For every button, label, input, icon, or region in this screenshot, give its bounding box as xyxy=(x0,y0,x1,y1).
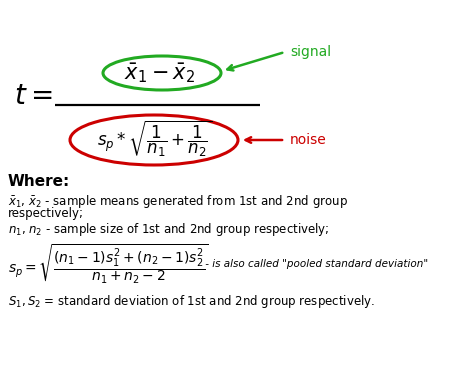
Text: - is also called "pooled standard deviation": - is also called "pooled standard deviat… xyxy=(202,259,428,269)
Text: signal: signal xyxy=(290,45,331,59)
Text: Where:: Where: xyxy=(8,174,70,189)
Text: $S_1, S_2$ = standard deviation of 1st and 2nd group respectively.: $S_1, S_2$ = standard deviation of 1st a… xyxy=(8,292,375,309)
Text: noise: noise xyxy=(290,133,327,147)
Text: $n_1$, $n_2$ - sample size of 1st and 2nd group respectively;: $n_1$, $n_2$ - sample size of 1st and 2n… xyxy=(8,221,329,237)
Text: $s_p = \sqrt{\dfrac{(n_1-1)s_1^2 + (n_2-1)s_2^2}{n_1+n_2-2}}$: $s_p = \sqrt{\dfrac{(n_1-1)s_1^2 + (n_2-… xyxy=(8,242,209,286)
Text: $s_p * \sqrt{\dfrac{1}{n_1} + \dfrac{1}{n_2}}$: $s_p * \sqrt{\dfrac{1}{n_1} + \dfrac{1}{… xyxy=(98,119,212,159)
Text: $t =$: $t =$ xyxy=(14,84,53,110)
Text: $\bar{x}_1$, $\bar{x}_2$ - sample means generated from 1st and 2nd group: $\bar{x}_1$, $\bar{x}_2$ - sample means … xyxy=(8,193,348,211)
Text: $\bar{x}_1 - \bar{x}_2$: $\bar{x}_1 - \bar{x}_2$ xyxy=(125,61,196,85)
Text: respectively;: respectively; xyxy=(8,207,84,221)
